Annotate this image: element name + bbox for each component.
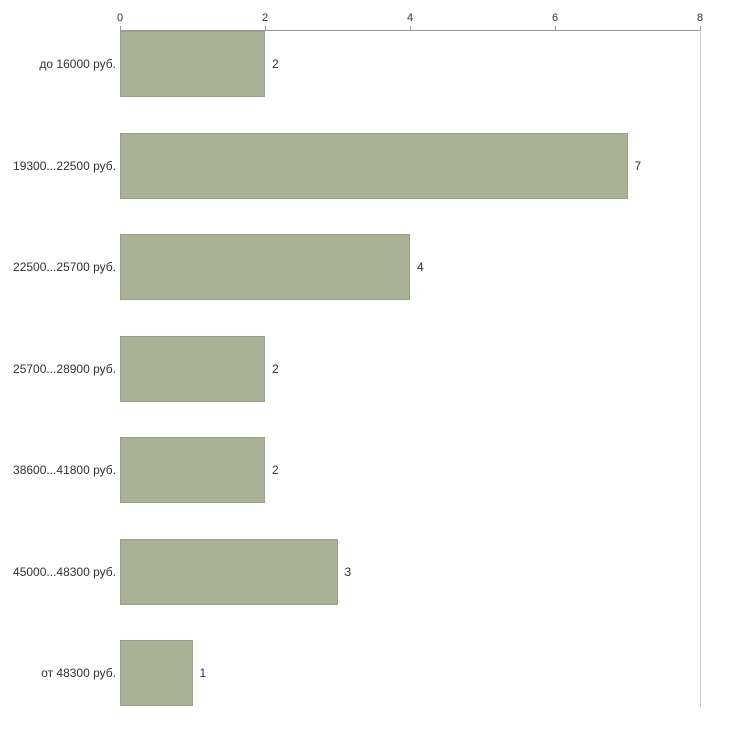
value-label: 2 xyxy=(272,57,279,71)
category-label: до 16000 руб. xyxy=(39,57,116,71)
bar xyxy=(120,234,410,300)
category-label: 45000...48300 руб. xyxy=(13,564,116,579)
x-tick-mark xyxy=(555,26,556,30)
bar xyxy=(120,437,265,503)
value-label: 2 xyxy=(272,463,279,477)
x-tick-label: 8 xyxy=(696,12,704,24)
x-tick-mark xyxy=(265,26,266,30)
category-label: от 48300 руб. xyxy=(41,666,116,680)
value-label: 4 xyxy=(417,260,424,274)
value-label: 7 xyxy=(634,158,642,173)
plot-right-border xyxy=(700,30,701,707)
category-label: 19300...22500 руб. xyxy=(13,158,116,173)
bar xyxy=(120,640,193,706)
x-axis-line xyxy=(120,30,701,31)
bar xyxy=(120,31,265,97)
x-tick-mark xyxy=(410,26,411,30)
value-label: 3 xyxy=(344,564,352,579)
x-tick-label: 2 xyxy=(261,12,269,24)
x-tick-label: 0 xyxy=(116,12,124,24)
category-label: 22500...25700 руб. xyxy=(13,260,116,274)
x-tick-label: 4 xyxy=(406,12,414,24)
x-tick-mark xyxy=(120,26,121,30)
bar xyxy=(120,132,628,199)
category-label: 38600...41800 руб. xyxy=(13,463,116,477)
x-tick-label: 6 xyxy=(551,12,559,24)
bar xyxy=(120,538,338,605)
x-tick-mark xyxy=(700,26,701,30)
bar xyxy=(120,335,265,402)
category-label: 25700...28900 руб. xyxy=(13,361,116,376)
value-label: 1 xyxy=(199,666,207,680)
value-label: 2 xyxy=(272,361,279,376)
